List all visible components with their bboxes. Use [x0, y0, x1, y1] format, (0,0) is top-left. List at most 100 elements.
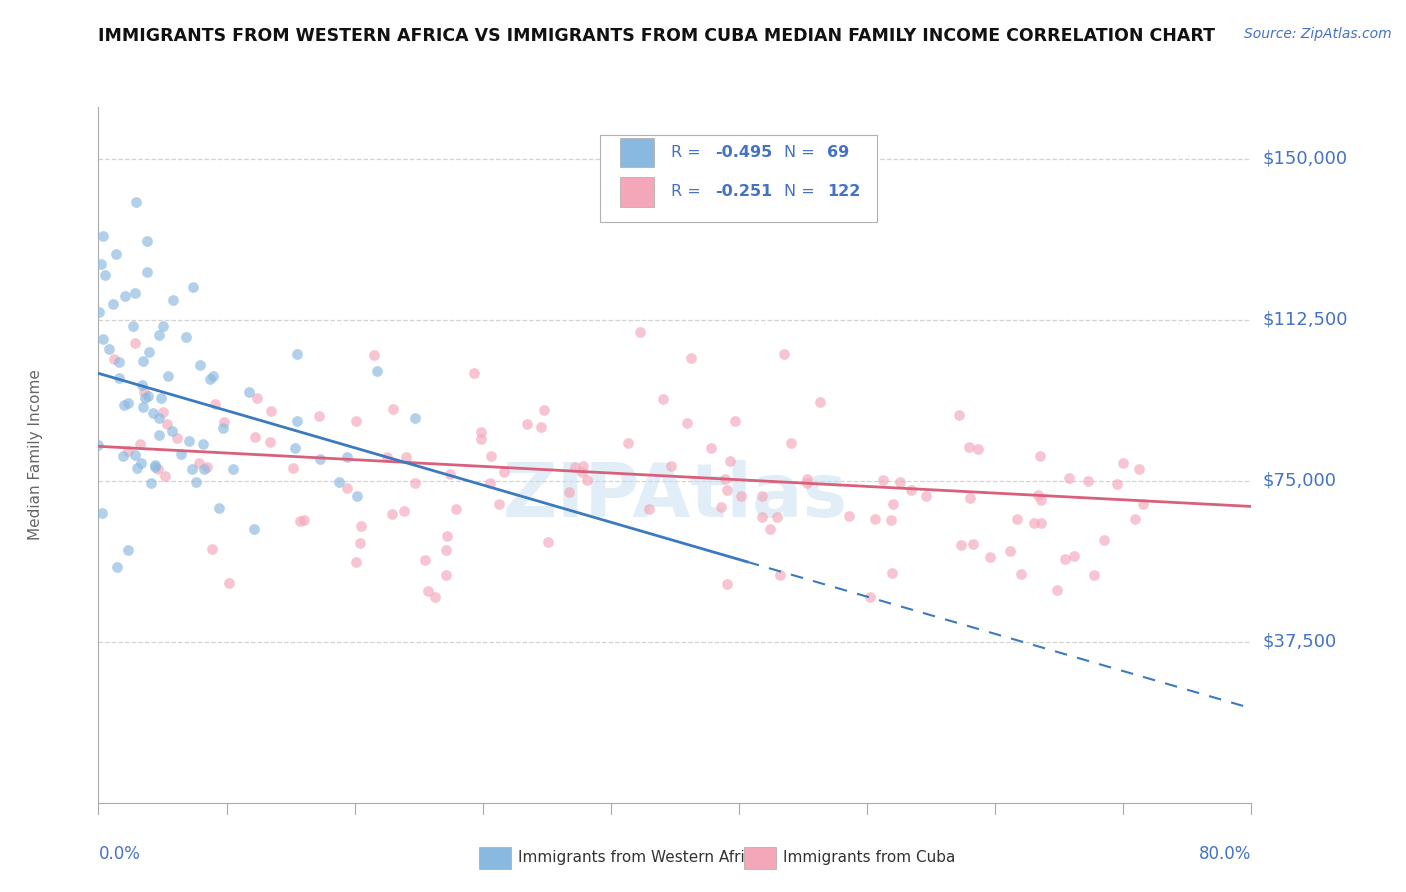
Point: [470, 425, 492, 440]
Point: [1005, 512, 1028, 526]
Point: [105, 559, 128, 574]
Text: IMMIGRANTS FROM WESTERN AFRICA VS IMMIGRANTS FROM CUBA MEDIAN FAMILY INCOME CORR: IMMIGRANTS FROM WESTERN AFRICA VS IMMIGR…: [98, 27, 1215, 45]
Point: [967, 442, 990, 456]
Point: [148, 428, 170, 442]
Point: [1029, 516, 1052, 530]
Point: [259, 403, 281, 417]
Point: [710, 500, 733, 514]
Point: [463, 366, 485, 380]
Point: [1128, 462, 1150, 476]
Point: [166, 431, 188, 445]
Point: [413, 553, 436, 567]
Point: [1111, 456, 1133, 470]
Point: [404, 475, 426, 490]
Point: [959, 440, 981, 454]
Point: [212, 415, 235, 429]
Point: [488, 497, 510, 511]
Point: [136, 265, 159, 279]
Point: [150, 391, 173, 405]
Point: [198, 372, 221, 386]
Point: [962, 537, 984, 551]
Point: [879, 513, 901, 527]
Point: [87, 305, 110, 319]
Point: [112, 399, 135, 413]
Point: [751, 509, 773, 524]
Point: [287, 414, 309, 428]
Point: [143, 458, 166, 472]
Point: [637, 501, 659, 516]
Point: [104, 246, 127, 260]
Point: [139, 476, 162, 491]
Point: [872, 473, 894, 487]
Point: [882, 497, 904, 511]
Point: [1083, 567, 1105, 582]
Point: [576, 473, 599, 487]
Point: [129, 456, 152, 470]
Point: [208, 501, 231, 516]
Text: Median Family Income: Median Family Income: [28, 369, 42, 541]
Point: [344, 556, 367, 570]
Point: [122, 318, 145, 333]
Point: [204, 397, 226, 411]
Point: [796, 472, 818, 486]
Point: [363, 348, 385, 362]
Point: [751, 489, 773, 503]
Text: $112,500: $112,500: [1263, 310, 1348, 328]
Point: [201, 368, 224, 383]
Point: [652, 392, 675, 406]
Point: [530, 419, 553, 434]
Point: [128, 437, 150, 451]
Point: [91, 333, 114, 347]
Point: [1046, 583, 1069, 598]
Point: [87, 438, 110, 452]
Point: [288, 514, 311, 528]
Point: [533, 402, 555, 417]
Point: [366, 364, 388, 378]
Point: [328, 475, 350, 489]
Point: [492, 466, 515, 480]
Point: [136, 389, 159, 403]
Point: [222, 462, 245, 476]
Point: [769, 568, 792, 582]
Point: [281, 461, 304, 475]
Point: [1059, 471, 1081, 485]
Text: N =: N =: [785, 185, 820, 200]
Point: [309, 452, 332, 467]
Text: 69: 69: [827, 145, 849, 160]
Point: [1026, 488, 1049, 502]
Point: [959, 491, 981, 506]
Point: [1024, 516, 1046, 531]
Point: [152, 404, 174, 418]
Text: 80.0%: 80.0%: [1199, 845, 1251, 863]
Point: [143, 459, 166, 474]
Text: Immigrants from Cuba: Immigrants from Cuba: [783, 850, 956, 865]
Point: [344, 414, 367, 428]
FancyBboxPatch shape: [744, 847, 776, 869]
Point: [111, 449, 134, 463]
Point: [914, 489, 936, 503]
Point: [180, 461, 202, 475]
Text: -0.251: -0.251: [716, 185, 772, 200]
Point: [1132, 497, 1154, 511]
Text: R =: R =: [672, 185, 706, 200]
Point: [117, 444, 139, 458]
Point: [405, 411, 427, 425]
Point: [93, 228, 115, 243]
Point: [191, 437, 214, 451]
Point: [107, 370, 129, 384]
Point: [948, 408, 970, 422]
Point: [1010, 567, 1032, 582]
Point: [1123, 512, 1146, 526]
Point: [134, 391, 156, 405]
Point: [444, 501, 467, 516]
Point: [218, 575, 240, 590]
Point: [1063, 549, 1085, 563]
Point: [779, 435, 801, 450]
Point: [478, 475, 501, 490]
Point: [294, 513, 316, 527]
Point: [859, 590, 882, 604]
Point: [558, 484, 581, 499]
Point: [808, 394, 831, 409]
Point: [479, 450, 502, 464]
Point: [117, 543, 139, 558]
